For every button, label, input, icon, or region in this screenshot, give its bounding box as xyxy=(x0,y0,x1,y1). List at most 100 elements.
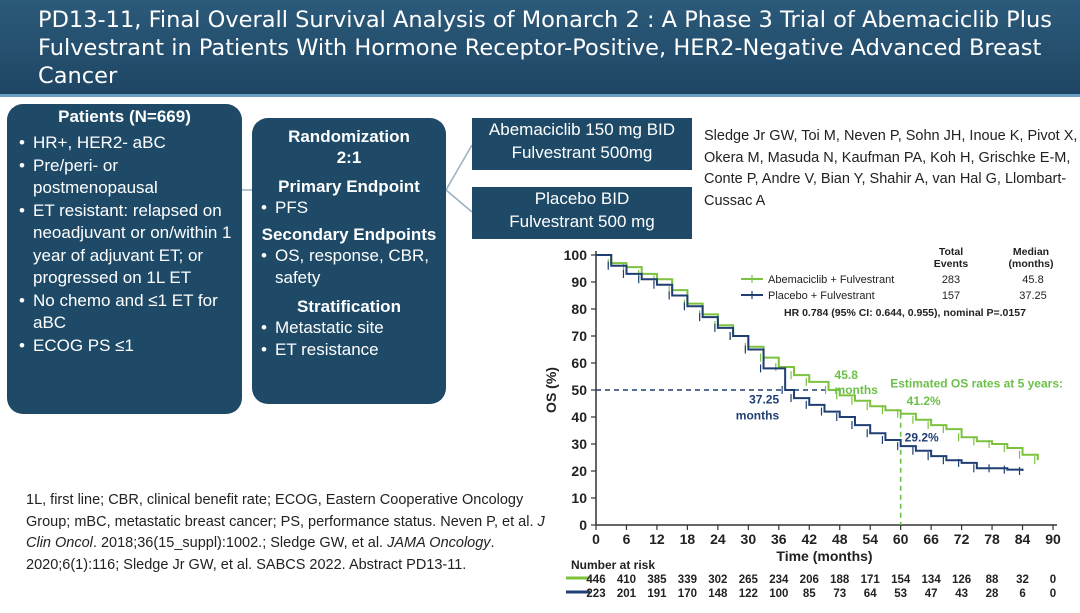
x-tick-label: 42 xyxy=(801,531,817,547)
risk-table: Number at risk 446 410 385 339 302 265 234 206 18… xyxy=(566,558,1056,600)
footnote-journal-jco: J Clin Oncol xyxy=(26,513,545,552)
title-bar: PD13-11, Final Overall Survival Analysis… xyxy=(0,0,1080,97)
risk-placebo-value: 43 xyxy=(955,588,968,600)
risk-placebo-value: 6 xyxy=(1019,588,1025,600)
risk-placebo-value: 53 xyxy=(894,588,907,600)
risk-abema-value: 234 xyxy=(769,574,789,586)
risk-placebo-value: 85 xyxy=(803,588,816,600)
risk-abema-value: 206 xyxy=(800,574,819,586)
risk-placebo-value: 122 xyxy=(739,588,758,600)
risk-placebo-value: 64 xyxy=(864,588,877,600)
risk-placebo-value: 223 xyxy=(586,588,605,600)
risk-abema-value: 154 xyxy=(891,574,911,586)
risk-placebo-value: 73 xyxy=(833,588,846,600)
y-tick-label: 100 xyxy=(564,247,588,263)
x-tick-label: 12 xyxy=(649,531,665,547)
os5-placebo-value: 29.2% xyxy=(905,430,939,444)
risk-abema-value: 0 xyxy=(1050,574,1056,586)
risk-placebo-value: 28 xyxy=(986,588,999,600)
risk-abema-value: 385 xyxy=(647,574,667,586)
patients-item: ECOG PS ≤1 xyxy=(19,335,236,358)
x-tick-label: 78 xyxy=(984,531,1000,547)
y-axis-title: OS (%) xyxy=(543,367,559,413)
x-tick-label: 30 xyxy=(741,531,757,547)
legend-col-events: Events xyxy=(934,258,969,270)
legend-col-median: Median xyxy=(1013,246,1049,258)
y-tick-label: 70 xyxy=(571,328,587,344)
risk-abema-value: 126 xyxy=(952,574,971,586)
legend-median-value: 45.8 xyxy=(1022,274,1043,286)
slide-title: PD13-11, Final Overall Survival Analysis… xyxy=(38,7,1052,89)
abema-median-unit: months xyxy=(835,383,879,397)
risk-placebo-value: 191 xyxy=(647,588,667,600)
risk-abema-value: 134 xyxy=(922,574,942,586)
legend-hazard-ratio: HR 0.784 (95% CI: 0.644, 0.955), nominal… xyxy=(784,307,1026,319)
x-tick-label: 90 xyxy=(1045,531,1061,547)
author-list: Sledge Jr GW, Toi M, Neven P, Sohn JH, I… xyxy=(704,128,1078,209)
risk-abema-value: 88 xyxy=(986,574,999,586)
primary-endpoint-item: PFS xyxy=(257,197,446,219)
y-tick-label: 60 xyxy=(571,355,587,371)
legend-events-value: 283 xyxy=(942,274,960,286)
randomization-label: Randomization 2:1 xyxy=(288,127,410,167)
x-tick-label: 48 xyxy=(832,531,848,547)
connector-line xyxy=(445,144,473,191)
placebo-curve xyxy=(596,254,1024,471)
y-tick-label: 50 xyxy=(571,382,587,398)
arm-abemaciclib-line1: Abemaciclib 150 mg BID xyxy=(488,120,676,139)
x-tick-label: 24 xyxy=(710,531,726,547)
footnote-ref2-rest: . 2020;6(1):116; Sledge Jr GW, et al. SA… xyxy=(26,535,495,573)
y-tick-label: 30 xyxy=(571,436,587,452)
patients-title: Patients (N=669) xyxy=(58,107,191,126)
abema-median-value: 45.8 xyxy=(835,368,859,382)
risk-table-title: Number at risk xyxy=(571,558,655,572)
arm-abemaciclib: Abemaciclib 150 mg BID Fulvestrant 500mg xyxy=(472,118,692,170)
risk-placebo-value: 100 xyxy=(769,588,788,600)
footnote-journal-jama: JAMA Oncology xyxy=(387,535,491,551)
patients-item: No chemo and ≤1 ET for aBC xyxy=(19,290,236,335)
primary-endpoint-title: Primary Endpoint xyxy=(278,177,420,196)
x-tick-label: 36 xyxy=(771,531,787,547)
risk-placebo-value: 47 xyxy=(925,588,938,600)
footnote-ref1: Neven P, et al. xyxy=(440,513,538,530)
legend-events-value: 157 xyxy=(942,290,960,302)
x-tick-label: 60 xyxy=(893,531,909,547)
y-tick-label: 0 xyxy=(579,517,587,533)
x-tick-label: 54 xyxy=(862,531,878,547)
risk-abema-value: 188 xyxy=(830,574,850,586)
y-tick-label: 80 xyxy=(571,301,587,317)
patients-item: ET resistant: relapsed on neoadjuvant or… xyxy=(19,200,236,290)
risk-placebo-value: 148 xyxy=(708,588,728,600)
x-tick-label: 72 xyxy=(954,531,970,547)
risk-abema-value: 302 xyxy=(708,574,727,586)
x-tick-label: 66 xyxy=(923,531,939,547)
km-series xyxy=(596,254,1039,475)
x-tick-label: 6 xyxy=(623,531,631,547)
arm-abemaciclib-line2: Fulvestrant 500mg xyxy=(511,143,653,162)
placebo-median-value: 37.25 xyxy=(749,393,779,407)
footnote-ref1-rest: . 2018;36(15_suppl):1002.; Sledge GW, et… xyxy=(92,535,388,551)
risk-abema-value: 32 xyxy=(1016,574,1029,586)
risk-abema-value: 265 xyxy=(739,574,759,586)
arm-placebo: Placebo BID Fulvestrant 500 mg xyxy=(472,187,692,239)
legend-median-value: 37.25 xyxy=(1019,290,1047,302)
y-tick-label: 10 xyxy=(571,490,587,506)
x-tick-label: 0 xyxy=(592,531,600,547)
y-tick-label: 90 xyxy=(571,274,587,290)
km-axes: 0 10 20 30 40 50 60 70 80 90 100 0 6 12 18 24 30 36 42 48 54… xyxy=(543,247,1061,564)
patients-item: Pre/peri- or postmenopausal xyxy=(19,155,236,200)
risk-abema-value: 171 xyxy=(861,574,881,586)
patients-list: HR+, HER2- aBC Pre/peri- or postmenopaus… xyxy=(7,132,242,357)
x-tick-label: 84 xyxy=(1015,531,1031,547)
risk-abema-value: 339 xyxy=(678,574,697,586)
patients-item: HR+, HER2- aBC xyxy=(19,132,236,155)
legend-col-events: Total xyxy=(939,246,963,258)
y-tick-label: 40 xyxy=(571,409,587,425)
y-tick-label: 20 xyxy=(571,463,587,479)
os5-abema-value: 41.2% xyxy=(907,394,941,408)
x-axis-title: Time (months) xyxy=(776,548,872,564)
